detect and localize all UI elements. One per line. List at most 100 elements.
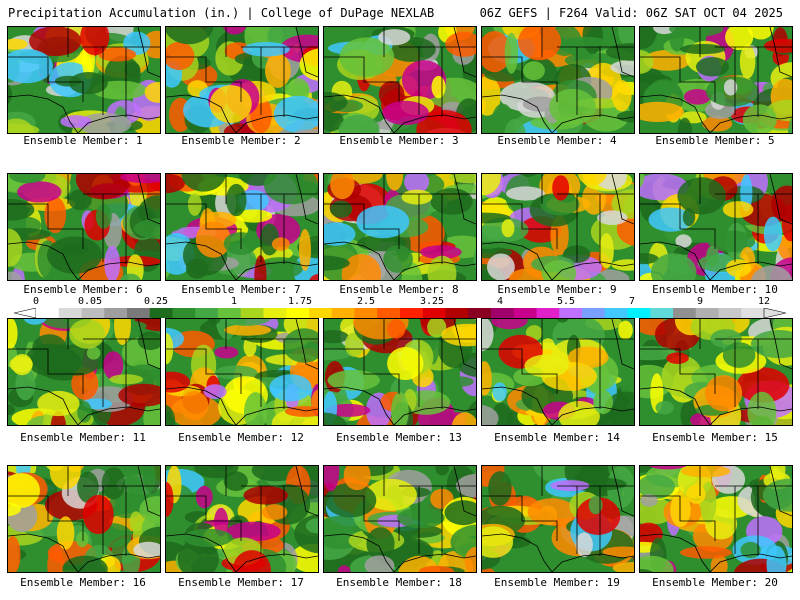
ensemble-member-label: Ensemble Member: 11 xyxy=(20,431,146,444)
ensemble-map-panel xyxy=(639,465,793,573)
ensemble-map-panel xyxy=(165,26,319,134)
precip-field-map xyxy=(8,174,160,280)
colorbar-swatch xyxy=(491,308,515,318)
colorbar-swatch xyxy=(127,308,151,318)
ensemble-member-label: Ensemble Member: 7 xyxy=(181,283,301,296)
precip-field-map xyxy=(166,319,318,425)
ensemble-map-panel xyxy=(639,318,793,426)
precip-field-map xyxy=(8,466,160,572)
precip-field-map xyxy=(8,27,160,133)
colorbar-swatch xyxy=(604,308,628,318)
ensemble-map-panel xyxy=(165,173,319,281)
colorbar-swatch xyxy=(240,308,264,318)
ensemble-map-panel xyxy=(7,26,161,134)
ensemble-map-panel xyxy=(323,318,477,426)
colorbar-swatch xyxy=(741,308,765,318)
ensemble-member-label: Ensemble Member: 5 xyxy=(655,134,775,147)
colorbar-swatch xyxy=(81,308,105,318)
ensemble-member-label: Ensemble Member: 19 xyxy=(494,576,620,589)
colorbar-tick-label: 3.25 xyxy=(419,296,445,307)
colorbar-swatch xyxy=(218,308,242,318)
precip-field-map xyxy=(640,466,792,572)
ensemble-map-panel xyxy=(7,465,161,573)
ensemble-map-panel xyxy=(165,318,319,426)
colorbar-swatch xyxy=(559,308,583,318)
ensemble-member-label: Ensemble Member: 6 xyxy=(23,283,143,296)
precip-field-map xyxy=(640,174,792,280)
ensemble-map-panel xyxy=(7,173,161,281)
precip-field-map xyxy=(482,466,634,572)
ensemble-member-label: Ensemble Member: 13 xyxy=(336,431,462,444)
precip-field-map xyxy=(166,466,318,572)
ensemble-map-panel xyxy=(323,26,477,134)
colorbar-swatch xyxy=(582,308,606,318)
colorbar-swatch xyxy=(354,308,378,318)
precip-field-map xyxy=(324,174,476,280)
ensemble-member-label: Ensemble Member: 9 xyxy=(497,283,617,296)
precip-field-map xyxy=(640,319,792,425)
colorbar-tick-label: 0 xyxy=(32,296,40,307)
precip-field-map xyxy=(482,174,634,280)
colorbar-swatch xyxy=(195,308,219,318)
precip-field-map xyxy=(324,319,476,425)
colorbar-swatch xyxy=(627,308,651,318)
ensemble-member-label: Ensemble Member: 2 xyxy=(181,134,301,147)
colorbar-swatch xyxy=(36,308,60,318)
colorbar-tick-label: 12 xyxy=(757,296,771,307)
ensemble-member-label: Ensemble Member: 15 xyxy=(652,431,778,444)
ensemble-member-label: Ensemble Member: 18 xyxy=(336,576,462,589)
colorbar-swatch xyxy=(263,308,287,318)
colorbar-legend: 0 0.05 0.25 1 1.75 2.5 3.25 4 5.5 7 9 12 xyxy=(14,296,786,320)
run-valid-info: 06Z GEFS | F264 Valid: 06Z SAT OCT 04 20… xyxy=(479,6,783,20)
colorbar-tick-label: 0.25 xyxy=(143,296,169,307)
ensemble-map-panel xyxy=(481,465,635,573)
precip-field-map xyxy=(8,319,160,425)
header: Precipitation Accumulation (in.) | Colle… xyxy=(0,0,800,24)
ensemble-member-label: Ensemble Member: 16 xyxy=(20,576,146,589)
ensemble-member-label: Ensemble Member: 4 xyxy=(497,134,617,147)
ensemble-member-label: Ensemble Member: 20 xyxy=(652,576,778,589)
colorbar-tick-label: 1 xyxy=(230,296,238,307)
colorbar-swatch xyxy=(286,308,310,318)
precip-field-map xyxy=(324,466,476,572)
precip-field-map xyxy=(166,174,318,280)
colorbar-swatch xyxy=(695,308,719,318)
colorbar-swatch xyxy=(445,308,469,318)
map-title: Precipitation Accumulation (in.) | Colle… xyxy=(8,6,435,20)
colorbar-tick-label: 9 xyxy=(696,296,704,307)
colorbar-tick-label: 4 xyxy=(496,296,504,307)
ensemble-map-panel xyxy=(639,26,793,134)
precip-field-map xyxy=(482,319,634,425)
colorbar-swatch xyxy=(673,308,697,318)
colorbar-swatch xyxy=(149,308,173,318)
ensemble-member-label: Ensemble Member: 3 xyxy=(339,134,459,147)
ensemble-member-label: Ensemble Member: 1 xyxy=(23,134,143,147)
colorbar-swatch xyxy=(650,308,674,318)
colorbar-right-arrow xyxy=(763,308,786,318)
colorbar-swatch xyxy=(104,308,128,318)
colorbar-swatch xyxy=(468,308,492,318)
ensemble-map-panel xyxy=(7,318,161,426)
colorbar-tick-label: 0.05 xyxy=(77,296,103,307)
ensemble-map-panel xyxy=(323,173,477,281)
ensemble-member-label: Ensemble Member: 17 xyxy=(178,576,304,589)
colorbar-strip xyxy=(14,308,786,318)
colorbar-swatch xyxy=(58,308,82,318)
ensemble-member-label: Ensemble Member: 14 xyxy=(494,431,620,444)
colorbar-left-arrow xyxy=(14,308,37,318)
ensemble-map-panel xyxy=(323,465,477,573)
colorbar-swatch xyxy=(172,308,196,318)
precip-field-map xyxy=(640,27,792,133)
colorbar-swatch xyxy=(309,308,333,318)
colorbar-swatch xyxy=(331,308,355,318)
colorbar-swatch xyxy=(718,308,742,318)
colorbar-tick-label: 2.5 xyxy=(356,296,376,307)
colorbar-swatch xyxy=(377,308,401,318)
colorbar-tick-label: 7 xyxy=(628,296,636,307)
ensemble-map-panel xyxy=(639,173,793,281)
ensemble-member-label: Ensemble Member: 12 xyxy=(178,431,304,444)
ensemble-map-panel xyxy=(481,26,635,134)
colorbar-swatch xyxy=(536,308,560,318)
colorbar-swatch xyxy=(513,308,537,318)
colorbar-swatch xyxy=(422,308,446,318)
